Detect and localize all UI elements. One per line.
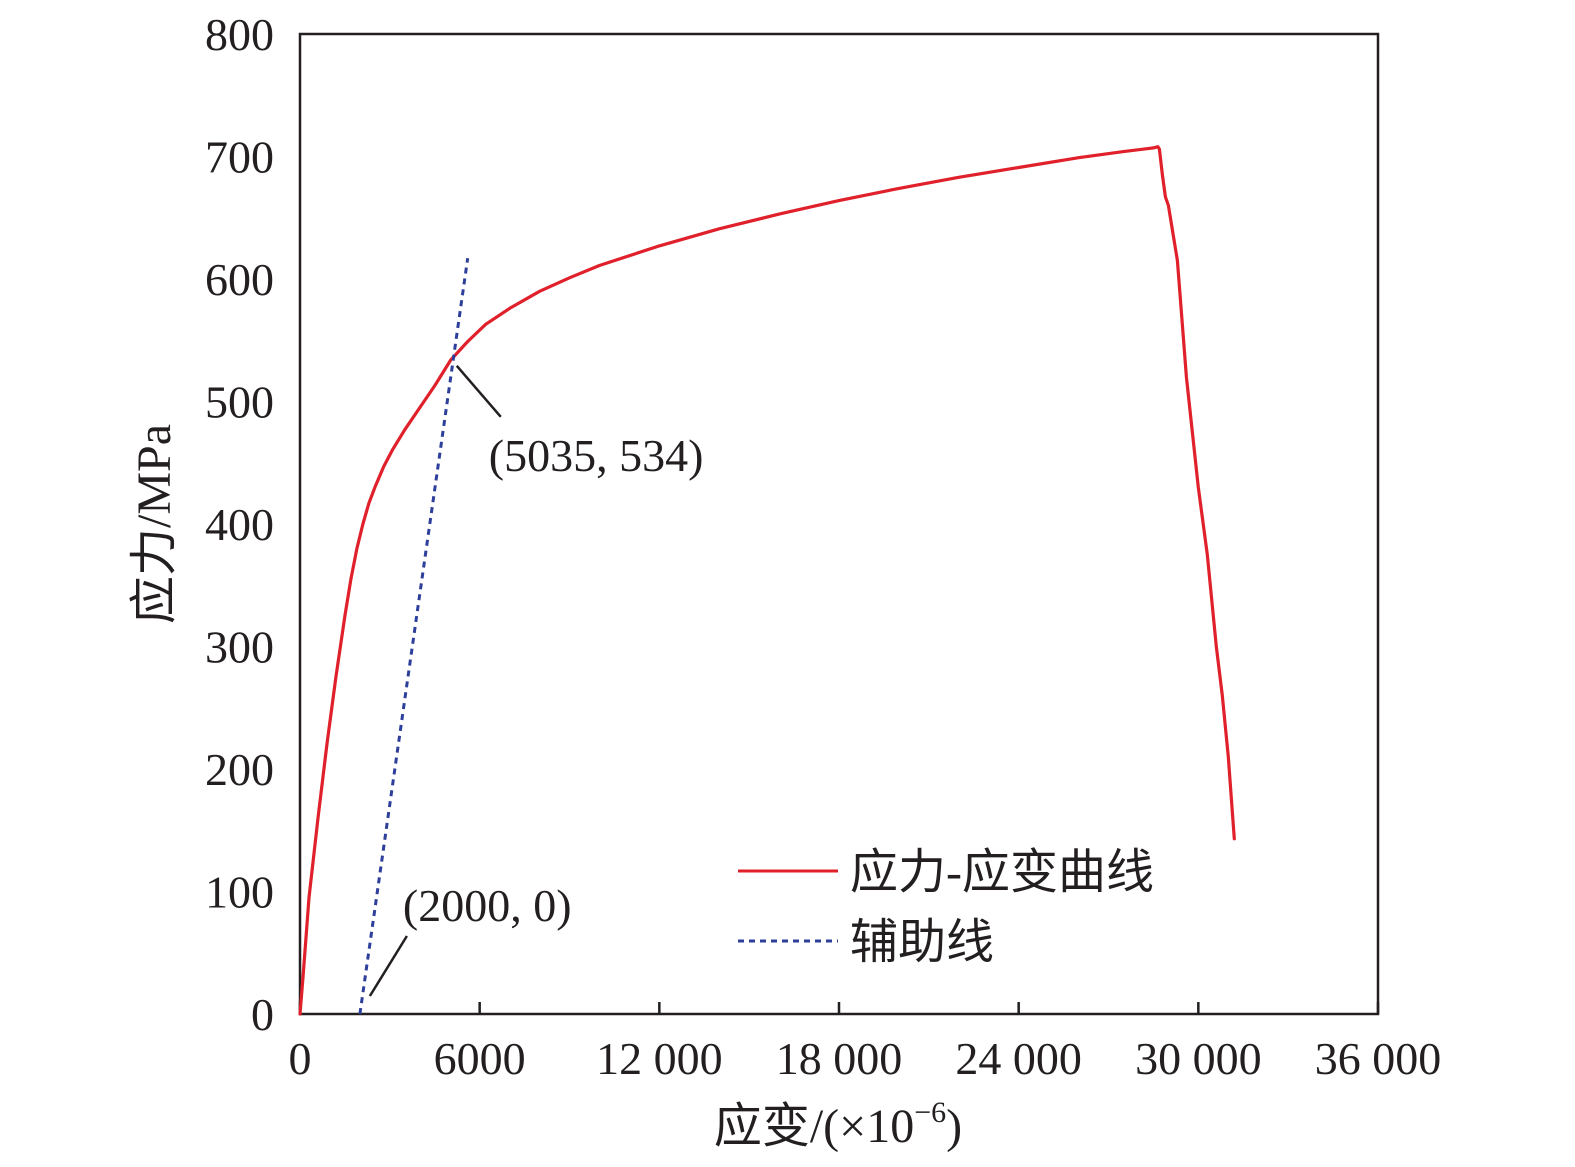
annotation-intersection: (5035, 534) — [489, 430, 704, 481]
x-axis: 0 6000 12 000 18 000 24 000 30 000 36 000 — [289, 1002, 1442, 1084]
legend-label-stress-strain: 应力-应变曲线 — [850, 846, 1154, 899]
y-tick-label: 500 — [205, 377, 274, 428]
x-axis-title: 应变/(×10−6) — [714, 1096, 962, 1153]
legend: 应力-应变曲线 辅助线 — [738, 846, 1154, 969]
annotation-leader-origin — [368, 935, 408, 997]
stress-strain-curve — [298, 145, 1236, 1016]
y-tick-label: 300 — [205, 622, 274, 673]
y-tick-label: 800 — [205, 9, 274, 60]
x-tick-label: 36 000 — [1315, 1033, 1442, 1084]
annotation-leader-intersection — [455, 365, 502, 418]
legend-label-auxiliary: 辅助线 — [850, 916, 994, 969]
y-tick-label: 200 — [205, 744, 274, 795]
y-tick-label: 600 — [205, 254, 274, 305]
y-tick-label: 400 — [205, 499, 274, 550]
x-tick-label: 0 — [289, 1033, 312, 1084]
x-tick-label: 24 000 — [955, 1033, 1082, 1084]
y-axis-title: 应力/MPa — [128, 424, 181, 624]
y-tick-label: 100 — [205, 867, 274, 918]
x-tick-label: 12 000 — [596, 1033, 723, 1084]
annotation-origin: (2000, 0) — [403, 880, 572, 931]
annotations: (5035, 534) (2000, 0) — [368, 365, 704, 997]
y-tick-label: 700 — [205, 132, 274, 183]
y-axis: 0 100 200 300 400 500 600 700 800 — [205, 9, 274, 1040]
plot-frame — [298, 32, 1380, 1016]
y-tick-label: 0 — [251, 989, 274, 1040]
x-tick-label: 30 000 — [1135, 1033, 1262, 1084]
series-layer — [298, 145, 1236, 1016]
x-tick-label: 18 000 — [776, 1033, 903, 1084]
x-tick-label: 6000 — [434, 1033, 526, 1084]
